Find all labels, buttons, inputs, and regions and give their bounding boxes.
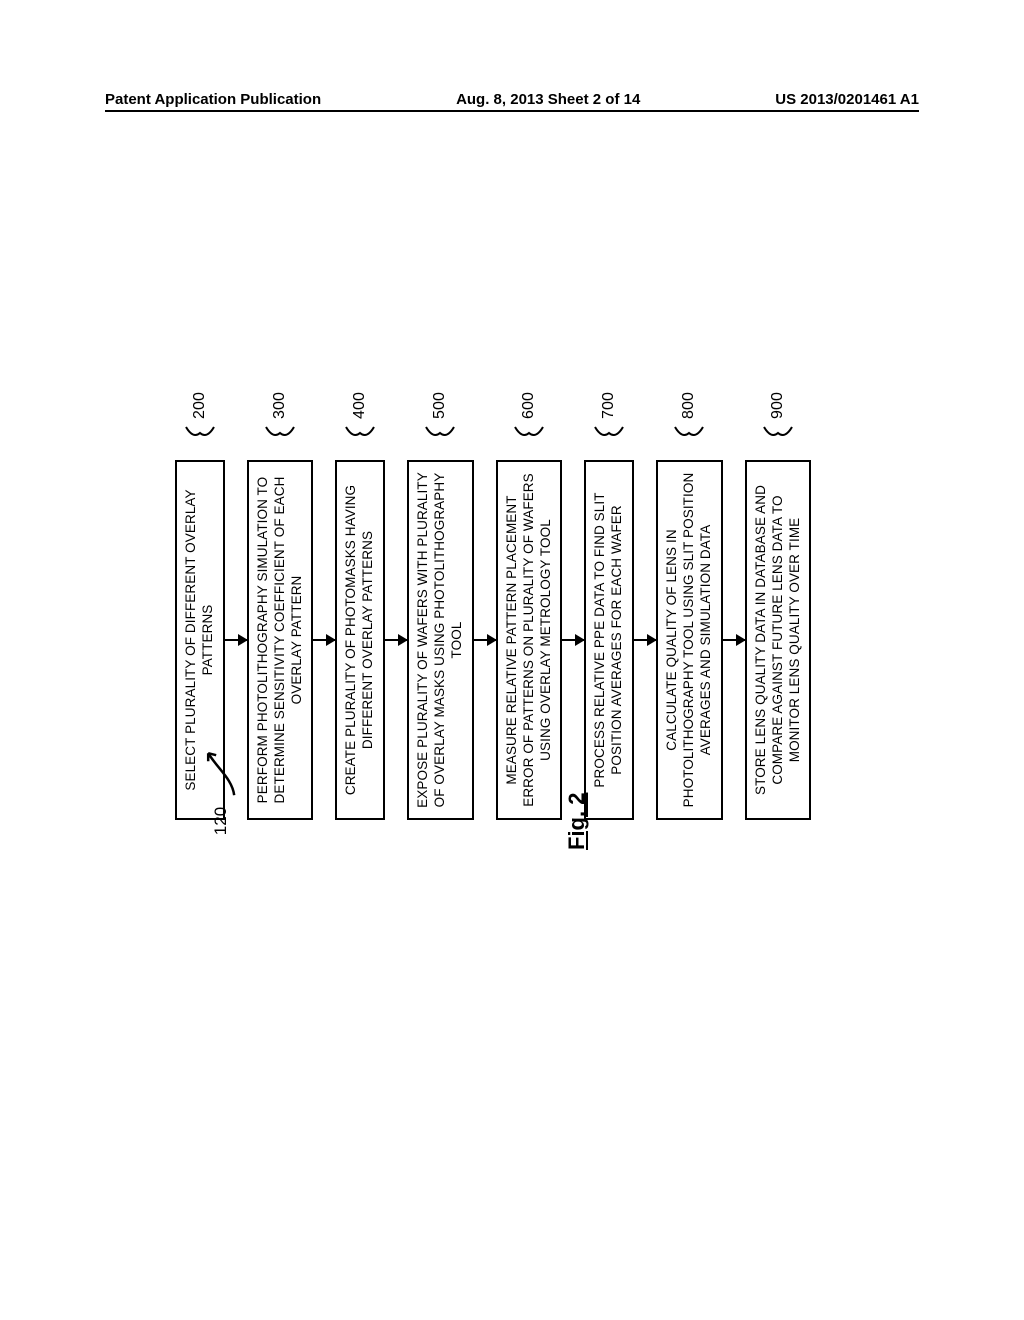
step-800: CALCULATE QUALITY OF LENS IN PHOTOLITHOG… [656, 460, 723, 820]
step-number: 700 [599, 392, 619, 419]
arrow-icon [723, 639, 745, 641]
header-left: Patent Application Publication [105, 91, 321, 108]
page-header: Patent Application Publication Aug. 8, 2… [105, 84, 919, 112]
bracket-icon [594, 425, 624, 441]
bracket-icon [425, 425, 455, 441]
swoop-arrow-icon [204, 743, 238, 797]
step-text: MEASURE RELATIVE PATTERN PLACEMENT ERROR… [504, 473, 553, 807]
step-700: PROCESS RELATIVE PPE DATA TO FIND SLIT P… [584, 460, 634, 820]
step-label: 900 [763, 392, 793, 441]
reference-number: 120 [211, 807, 231, 835]
page: Patent Application Publication Aug. 8, 2… [0, 0, 1024, 1320]
step-number: 300 [270, 392, 290, 419]
step-number: 800 [679, 392, 699, 419]
step-text: CREATE PLURALITY OF PHOTOMASKS HAVING DI… [343, 485, 375, 795]
step-label: 800 [674, 392, 704, 441]
step-label: 700 [594, 392, 624, 441]
step-label: 400 [345, 392, 375, 441]
step-400: CREATE PLURALITY OF PHOTOMASKS HAVING DI… [335, 460, 385, 820]
step-label: 200 [185, 392, 215, 441]
step-text: EXPOSE PLURALITY OF WAFERS WITH PLURALIT… [415, 472, 464, 808]
bracket-icon [185, 425, 215, 441]
flowchart: SELECT PLURALITY OF DIFFERENT OVERLAY PA… [175, 425, 995, 855]
step-text: CALCULATE QUALITY OF LENS IN PHOTOLITHOG… [664, 473, 713, 808]
step-number: 200 [190, 392, 210, 419]
bracket-icon [674, 425, 704, 441]
bracket-icon [763, 425, 793, 441]
step-300: PERFORM PHOTOLITHOGRAPHY SIMULATION TO D… [247, 460, 314, 820]
bracket-icon [265, 425, 295, 441]
header-right: US 2013/0201461 A1 [775, 91, 919, 108]
step-number: 900 [768, 392, 788, 419]
step-500: EXPOSE PLURALITY OF WAFERS WITH PLURALIT… [407, 460, 474, 820]
flow-column: SELECT PLURALITY OF DIFFERENT OVERLAY PA… [175, 425, 811, 855]
step-text: STORE LENS QUALITY DATA IN DATABASE AND … [753, 485, 802, 795]
step-600: MEASURE RELATIVE PATTERN PLACEMENT ERROR… [496, 460, 563, 820]
arrow-icon [634, 639, 656, 641]
figure-label: Fig. 2 [564, 793, 590, 850]
step-label: 500 [425, 392, 455, 441]
header-center: Aug. 8, 2013 Sheet 2 of 14 [456, 91, 640, 108]
step-label: 300 [265, 392, 295, 441]
step-number: 400 [350, 392, 370, 419]
step-900: STORE LENS QUALITY DATA IN DATABASE AND … [745, 460, 812, 820]
step-label: 600 [514, 392, 544, 441]
reference-120: 120 [204, 743, 238, 835]
step-number: 500 [430, 392, 450, 419]
arrow-icon [313, 639, 335, 641]
arrow-icon [562, 639, 584, 641]
step-text: PERFORM PHOTOLITHOGRAPHY SIMULATION TO D… [255, 477, 304, 804]
step-number: 600 [519, 392, 539, 419]
arrow-icon [474, 639, 496, 641]
bracket-icon [514, 425, 544, 441]
arrow-icon [385, 639, 407, 641]
step-text: PROCESS RELATIVE PPE DATA TO FIND SLIT P… [592, 492, 624, 787]
bracket-icon [345, 425, 375, 441]
arrow-icon [225, 639, 247, 641]
